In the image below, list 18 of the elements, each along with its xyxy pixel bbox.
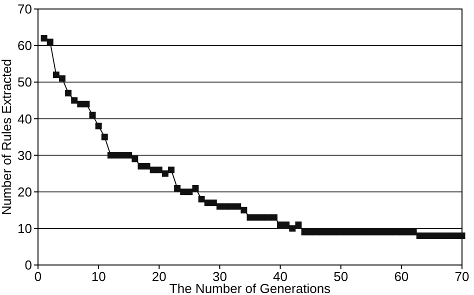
x-tick-label: 30 xyxy=(212,269,227,284)
y-tick-label: 70 xyxy=(18,2,32,17)
y-tick-label: 20 xyxy=(18,184,32,200)
x-tick-label: 50 xyxy=(334,269,348,284)
y-tick-label: 60 xyxy=(18,38,32,54)
y-axis-title: Number of Rules Extracted xyxy=(0,58,14,216)
y-tick-label: 0 xyxy=(24,258,32,273)
x-tick-label: 70 xyxy=(454,269,470,284)
y-tick-label: 10 xyxy=(18,220,32,236)
x-tick-label: 10 xyxy=(91,269,106,284)
x-tick-label: 20 xyxy=(152,269,166,284)
x-tick-label: 60 xyxy=(394,269,409,284)
x-axis-title: The Number of Generations xyxy=(169,281,332,295)
y-tick-label: 30 xyxy=(18,148,32,163)
x-tick-label: 0 xyxy=(34,269,42,284)
x-tick-label: 40 xyxy=(273,269,288,284)
y-tick-label: 40 xyxy=(18,111,32,126)
y-tick-label: 50 xyxy=(18,74,32,90)
